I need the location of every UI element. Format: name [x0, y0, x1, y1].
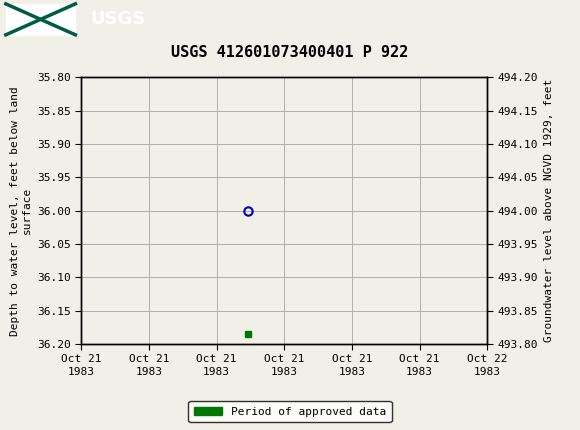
Text: USGS: USGS [90, 9, 145, 28]
Legend: Period of approved data: Period of approved data [188, 401, 392, 422]
Y-axis label: Depth to water level, feet below land
surface: Depth to water level, feet below land su… [10, 86, 31, 335]
Bar [6, 4, 75, 35]
Text: USGS 412601073400401 P 922: USGS 412601073400401 P 922 [171, 45, 409, 60]
Y-axis label: Groundwater level above NGVD 1929, feet: Groundwater level above NGVD 1929, feet [543, 79, 554, 342]
